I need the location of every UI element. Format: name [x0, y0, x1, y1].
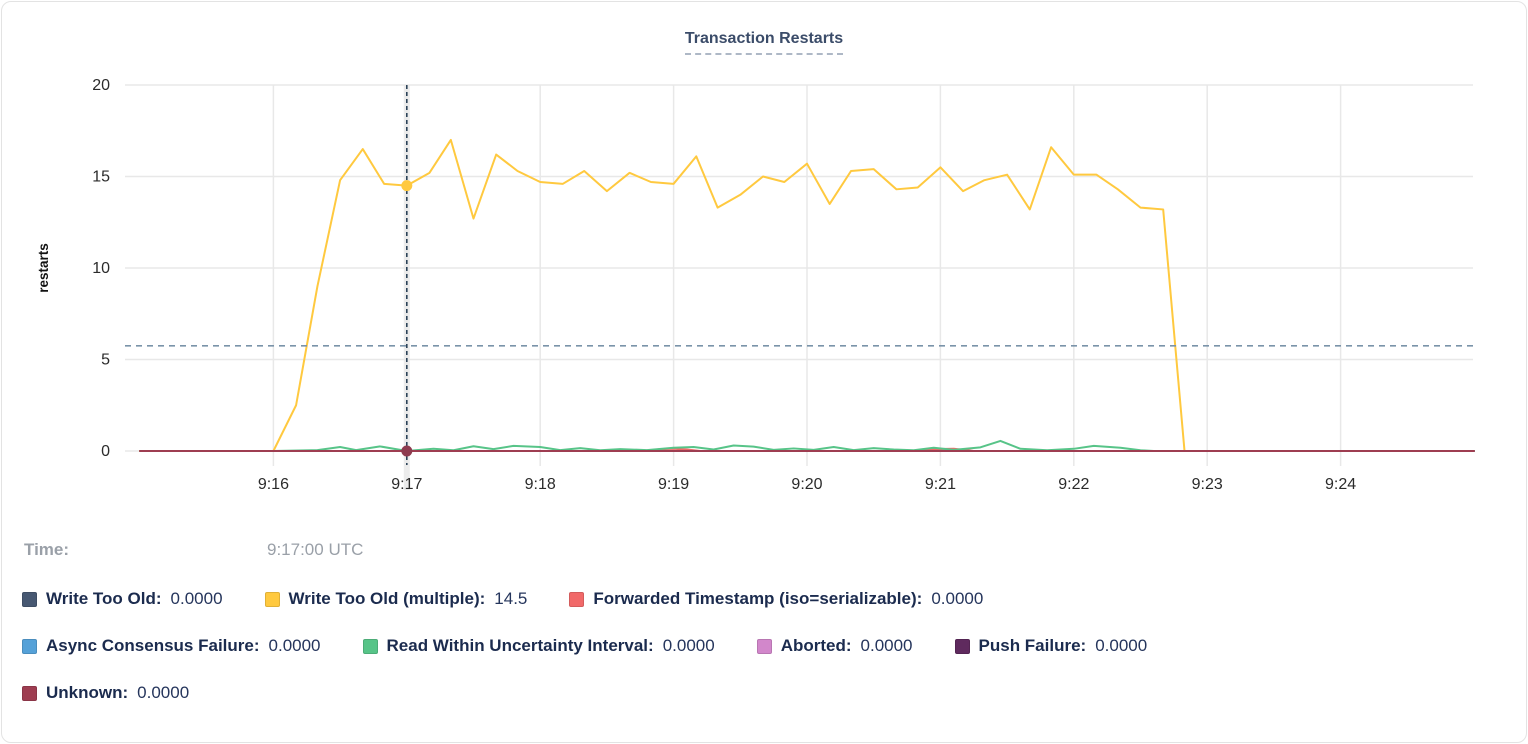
chart-svg[interactable]: 0 5 10 15 20 9:16 9:17 9:18 9:19 9:20 9:21 9:22 9:23…	[2, 57, 1527, 557]
legend-swatch-icon	[362, 638, 378, 654]
legend-label: Async Consensus Failure:	[46, 636, 260, 655]
time-value: 9:17:00 UTC	[267, 540, 364, 559]
legend-swatch-icon	[22, 638, 37, 654]
transaction-restarts-chart[interactable]: 0 5 10 15 20 9:16 9:17 9:18 9:19 9:20 9:21 9:22 9:23…	[2, 57, 1527, 557]
x-axis-tick-label: 9:22	[1058, 476, 1089, 493]
legend-label: Forwarded Timestamp (iso=serializable):	[593, 589, 923, 608]
series-line-write-too-old-multiple	[139, 138, 1186, 452]
legend-value: 0.0000	[1095, 636, 1148, 655]
hover-dot-write-too-old-multiple	[401, 180, 413, 192]
legend-label: Push Failure:	[978, 636, 1087, 655]
legend-item-async-consensus-failure[interactable]: Async Consensus Failure: 0.0000	[22, 636, 321, 656]
legend-item-forwarded-timestamp-iso-serializable[interactable]: Forwarded Timestamp (iso=serializable): 0…	[569, 589, 983, 609]
legend-swatch-icon	[756, 638, 772, 654]
y-axis-label: restarts	[36, 243, 51, 293]
x-axis-tick-label: 9:21	[925, 476, 956, 493]
legend-label: Write Too Old:	[46, 589, 162, 608]
legend-value: 0.0000	[860, 636, 913, 655]
legend-item-read-within-uncertainty-interval[interactable]: Read Within Uncertainty Interval: 0.0000	[362, 636, 715, 656]
y-axis-tick-label: 5	[101, 352, 110, 369]
legend-item-unknown[interactable]: Unknown: 0.0000	[22, 683, 189, 703]
legend-value: 0.0000	[268, 636, 321, 655]
legend-item-write-too-old-multiple[interactable]: Write Too Old (multiple): 14.5	[264, 589, 528, 609]
legend-swatch-icon	[569, 591, 585, 607]
legend-row: Async Consensus Failure: 0.0000 Read Withi…	[22, 635, 1147, 657]
x-axis-tick-label: 9:19	[658, 476, 689, 493]
chart-title[interactable]: Transaction Restarts	[684, 30, 844, 55]
x-axis-tick-label: 9:18	[525, 476, 556, 493]
x-axis-tick-label: 9:16	[258, 476, 289, 493]
legend-item-push-failure[interactable]: Push Failure: 0.0000	[954, 636, 1148, 656]
legend-label: Write Too Old (multiple):	[288, 589, 486, 608]
legend-row: Unknown: 0.0000	[22, 682, 189, 704]
hover-time-row: Time: 9:17:00 UTC	[2, 540, 1526, 564]
series-line-read-within-uncertainty-interval	[139, 439, 1475, 452]
legend-value: 0.0000	[931, 589, 984, 608]
y-axis-tick-label: 20	[92, 77, 110, 94]
legend-swatch-icon	[264, 591, 280, 607]
hover-dot-unknown	[401, 445, 413, 457]
legend-value: 14.5	[494, 589, 528, 608]
legend-value: 0.0000	[662, 636, 715, 655]
x-axis-tick-label: 9:17	[391, 476, 422, 493]
legend-swatch-icon	[22, 685, 37, 701]
y-axis-tick-label: 10	[92, 260, 110, 277]
legend-swatch-icon	[22, 591, 37, 607]
x-axis-tick-label: 9:24	[1325, 476, 1356, 493]
legend-item-aborted[interactable]: Aborted: 0.0000	[756, 636, 913, 656]
x-axis-tick-label: 9:23	[1192, 476, 1223, 493]
legend-label: Aborted:	[780, 636, 852, 655]
legend-item-write-too-old[interactable]: Write Too Old: 0.0000	[22, 589, 223, 609]
x-axis-tick-label: 9:20	[791, 476, 822, 493]
chart-title-wrap: Transaction Restarts	[2, 30, 1526, 55]
time-label: Time:	[24, 540, 70, 559]
legend-value: 0.0000	[137, 683, 190, 702]
legend-row: Write Too Old: 0.0000 Write Too Old (multi…	[22, 588, 983, 610]
legend-value: 0.0000	[170, 589, 223, 608]
legend-swatch-icon	[954, 638, 970, 654]
legend-label: Read Within Uncertainty Interval:	[386, 636, 654, 655]
y-axis-tick-label: 15	[92, 169, 110, 186]
legend-label: Unknown:	[46, 683, 129, 702]
y-axis-tick-label: 0	[101, 443, 110, 460]
